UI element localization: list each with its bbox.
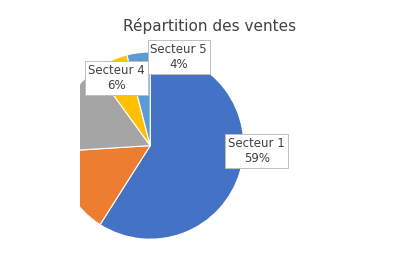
Text: Répartition des ventes: Répartition des ventes (123, 18, 297, 34)
Wedge shape (127, 52, 150, 146)
Wedge shape (100, 52, 244, 239)
Text: Secteur 1
59%: Secteur 1 59% (228, 137, 285, 170)
Text: Secteur 4
6%: Secteur 4 6% (88, 64, 145, 92)
Text: Secteur 3
16%: Secteur 3 16% (0, 259, 1, 260)
Text: Secteur 2
15%: Secteur 2 15% (0, 259, 1, 260)
Wedge shape (57, 70, 150, 152)
Wedge shape (95, 55, 150, 146)
Wedge shape (57, 146, 150, 225)
Text: Secteur 5
4%: Secteur 5 4% (139, 43, 207, 71)
